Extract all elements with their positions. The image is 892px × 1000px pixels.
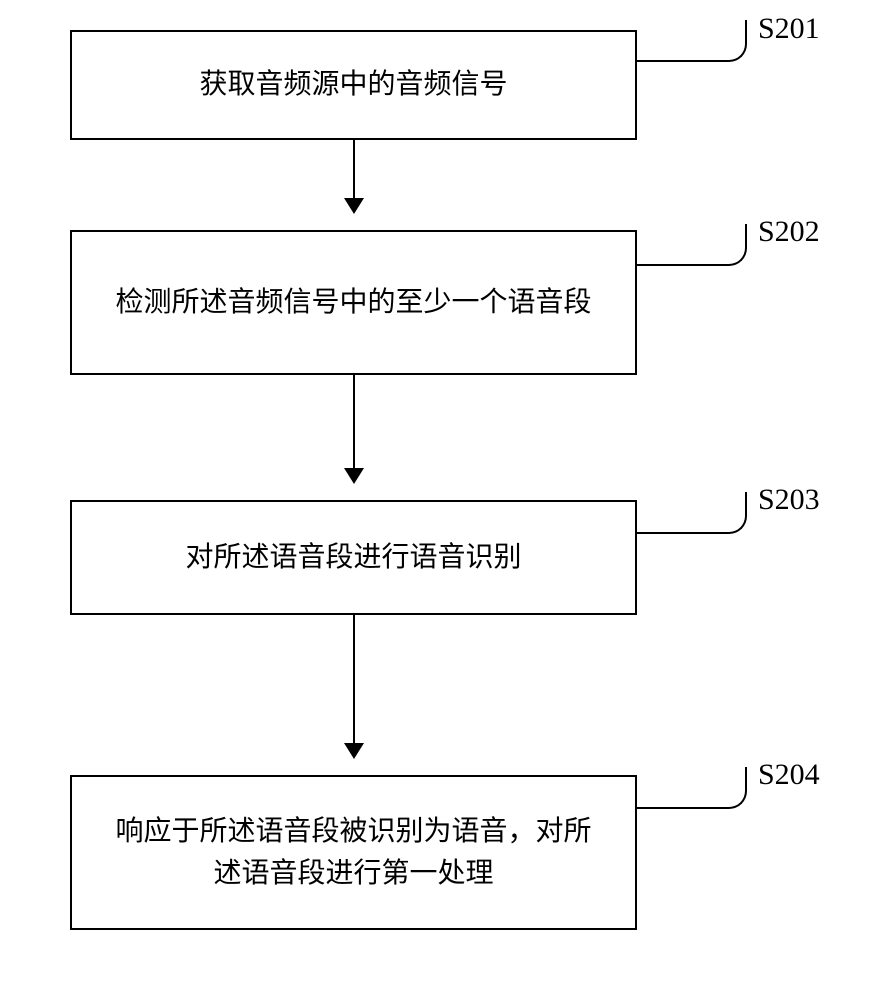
- flow-step-box: 获取音频源中的音频信号: [70, 30, 637, 140]
- flow-step-box: 检测所述音频信号中的至少一个语音段: [70, 230, 637, 375]
- label-connector: [637, 224, 747, 266]
- label-connector: [637, 767, 747, 809]
- step-label: S201: [758, 12, 820, 46]
- flow-step-text: 获取音频源中的音频信号: [159, 64, 547, 106]
- arrow-down-icon: [353, 140, 355, 212]
- flow-step-text: 检测所述音频信号中的至少一个语音段: [75, 282, 631, 324]
- step-label: S204: [758, 758, 820, 792]
- label-connector: [637, 492, 747, 534]
- flow-step-text: 响应于所述语音段被识别为语音，对所述语音段进行第一处理: [72, 811, 635, 895]
- flow-step-text: 对所述语音段进行语音识别: [145, 537, 561, 579]
- label-connector: [637, 20, 747, 62]
- flow-step-box: 对所述语音段进行语音识别: [70, 500, 637, 615]
- arrow-down-icon: [353, 375, 355, 482]
- flow-step-box: 响应于所述语音段被识别为语音，对所述语音段进行第一处理: [70, 775, 637, 930]
- step-label: S203: [758, 483, 820, 517]
- step-label: S202: [758, 215, 820, 249]
- arrow-down-icon: [353, 615, 355, 757]
